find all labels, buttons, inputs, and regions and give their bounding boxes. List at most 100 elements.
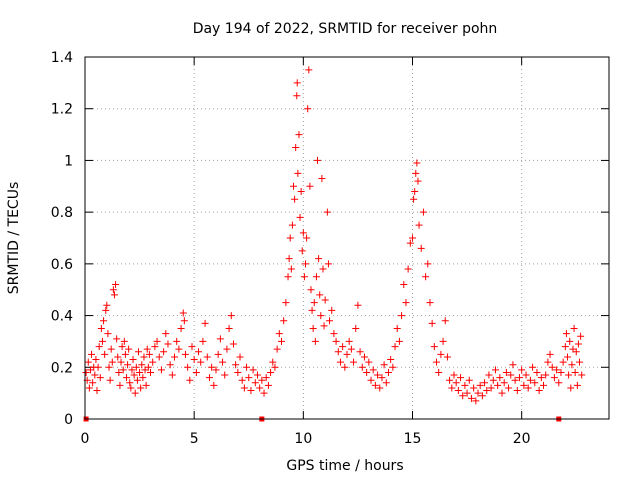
data-point-marker [317, 312, 325, 320]
data-point-marker [561, 343, 569, 351]
data-point-marker [304, 105, 312, 113]
data-point-marker [97, 325, 105, 332]
data-point-marker [496, 374, 504, 382]
data-point-marker [286, 234, 294, 242]
data-point-marker [293, 92, 301, 100]
data-point-marker [84, 358, 92, 366]
data-point-marker [125, 345, 133, 353]
data-point-marker [203, 353, 211, 361]
data-point-marker [537, 374, 545, 382]
data-point-marker [122, 374, 130, 382]
data-point-marker [120, 337, 128, 345]
data-point-marker [565, 371, 573, 379]
data-point-marker [145, 350, 153, 358]
data-point-marker [433, 358, 441, 366]
data-point-marker [567, 384, 575, 392]
data-point-marker [115, 368, 123, 376]
data-point-marker [162, 330, 170, 338]
data-point-marker [546, 350, 554, 358]
data-point-marker [164, 340, 172, 348]
axis-ticks [84, 56, 609, 420]
data-point-marker [287, 265, 295, 273]
data-point-marker [336, 358, 344, 366]
data-point-marker [95, 343, 103, 351]
data-point-marker [459, 392, 467, 400]
data-point-marker [197, 358, 205, 366]
data-point-marker [391, 343, 399, 351]
data-point-marker [130, 371, 138, 379]
data-point-marker [555, 379, 563, 387]
data-point-marker [485, 371, 493, 379]
data-point-marker [382, 379, 390, 387]
data-point-marker [341, 363, 349, 371]
data-point-marker [129, 356, 137, 364]
data-point-marker [457, 374, 465, 382]
data-point-marker [509, 361, 517, 369]
data-point-marker [262, 374, 270, 382]
plot-frame [84, 56, 610, 420]
data-point-marker [171, 353, 179, 361]
data-point-marker [92, 356, 100, 364]
data-point-marker [494, 381, 502, 389]
data-point-marker [225, 325, 233, 332]
data-point-marker [271, 363, 279, 371]
data-point-marker [363, 368, 371, 376]
data-point-marker [280, 317, 288, 325]
data-point-marker [573, 381, 581, 389]
data-point-marker [177, 325, 185, 332]
data-point-marker [507, 371, 515, 379]
data-point-marker [393, 325, 401, 332]
data-point-marker [576, 358, 584, 366]
data-point-marker [88, 350, 96, 358]
data-point-marker [476, 381, 484, 389]
data-point-marker [400, 281, 408, 289]
data-point-marker [175, 345, 183, 353]
data-point-marker [562, 330, 570, 338]
data-point-marker [149, 358, 157, 366]
data-point-marker [367, 376, 375, 384]
data-point-marker [406, 239, 414, 247]
data-point-marker [112, 281, 120, 289]
data-point-marker [409, 234, 416, 242]
data-point-marker [402, 299, 410, 307]
x-tick-label: 0 [81, 431, 90, 447]
data-point-marker [483, 387, 491, 395]
data-point-marker [160, 348, 168, 356]
data-point-marker [168, 371, 176, 379]
data-point-marker [518, 366, 526, 374]
data-point-marker [347, 345, 355, 353]
data-point-marker [428, 319, 436, 327]
data-point-marker [553, 366, 561, 374]
data-point-marker [298, 247, 306, 255]
data-point-marker [132, 363, 140, 371]
data-point-marker [487, 384, 495, 392]
data-point-marker [109, 286, 117, 294]
grid-lines [85, 57, 609, 419]
data-point-marker [139, 374, 147, 382]
data-point-marker [124, 361, 132, 369]
data-point-marker [533, 368, 541, 376]
data-point-marker [275, 330, 283, 338]
data-point-marker [414, 177, 422, 185]
data-point-marker [502, 368, 510, 376]
x-tick-label: 10 [294, 431, 312, 447]
data-point-marker [535, 387, 543, 395]
data-point-marker [126, 379, 134, 387]
data-point-marker [98, 337, 106, 345]
data-point-marker [121, 350, 129, 358]
x-tick-label: 20 [513, 431, 531, 447]
data-point-marker [465, 376, 473, 384]
data-point-marker [513, 387, 521, 395]
data-point-marker [247, 387, 255, 395]
data-point-marker [524, 384, 532, 392]
data-point-marker [571, 368, 579, 376]
data-point-marker [498, 389, 506, 397]
data-point-marker [131, 389, 139, 397]
data-point-marker [316, 291, 324, 299]
data-point-marker [369, 366, 377, 374]
data-point-marker [295, 131, 303, 139]
data-point-marker [282, 299, 290, 307]
data-point-marker [334, 348, 342, 356]
data-point-marker [229, 340, 237, 348]
